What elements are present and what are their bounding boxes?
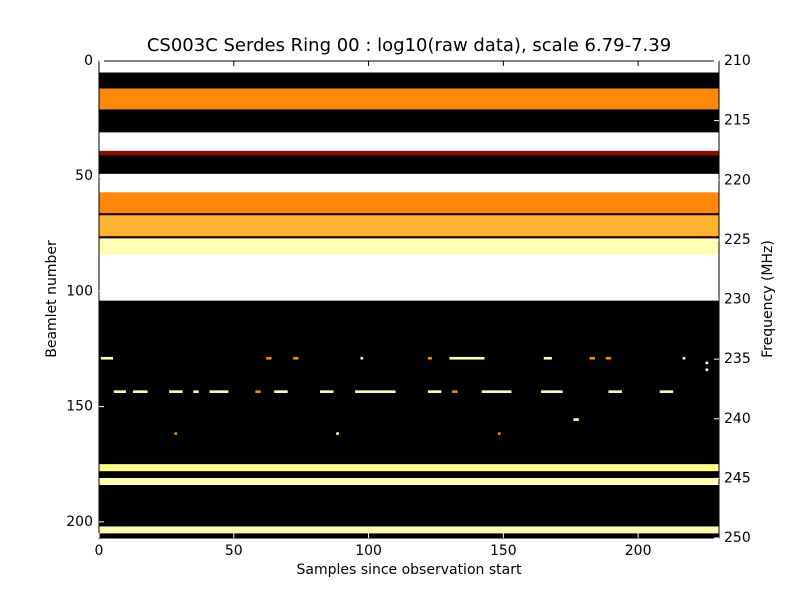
y2-tick-label: 235: [724, 351, 751, 367]
heat-band: [99, 192, 719, 214]
heat-band: [99, 213, 719, 216]
heat-spot: [452, 390, 458, 393]
y-tick-label: 200: [66, 514, 93, 530]
heat-band: [99, 526, 719, 534]
heat-band: [99, 485, 719, 527]
heat-spot: [705, 361, 709, 365]
heat-band: [99, 150, 719, 156]
y-tick-label: 150: [66, 399, 93, 415]
heat-spot: [497, 432, 501, 435]
x-axis-label: Samples since observation start: [297, 562, 522, 578]
y2-axis-label: Frequency (MHz): [760, 240, 776, 358]
heat-spot: [266, 356, 272, 360]
x-tick-label: 50: [225, 543, 243, 559]
heat-spot: [132, 390, 148, 393]
heat-spot: [427, 390, 442, 393]
heat-spot: [274, 390, 288, 393]
heat-spot: [209, 390, 229, 393]
heat-band: [99, 61, 719, 73]
heat-band: [99, 471, 719, 479]
x-tick-label: 200: [625, 543, 652, 559]
chart-title: CS003C Serdes Ring 00 : log10(raw data),…: [147, 35, 671, 56]
heat-band: [99, 109, 719, 133]
heat-band: [99, 254, 719, 301]
heat-spot: [293, 356, 299, 360]
heat-band: [99, 88, 719, 110]
heat-spot: [543, 356, 552, 360]
heat-spot: [449, 356, 485, 360]
x-tick-label: 100: [355, 543, 382, 559]
x-tick-label: 0: [95, 543, 104, 559]
heat-spot: [360, 356, 364, 360]
heat-spot: [659, 390, 674, 393]
y-tick-label: 100: [66, 283, 93, 299]
y-tick-label: 50: [75, 168, 93, 184]
heat-spot: [605, 356, 612, 360]
heat-band: [99, 238, 719, 255]
heat-spot: [705, 368, 709, 372]
heat-spot: [113, 390, 126, 393]
y2-tick-label: 250: [724, 530, 751, 546]
y2-tick-label: 240: [724, 411, 751, 427]
heat-spot: [573, 418, 579, 421]
heat-band: [99, 464, 719, 472]
y2-tick-label: 225: [724, 232, 751, 248]
heat-spot: [427, 356, 432, 360]
y2-tick-label: 215: [724, 113, 751, 129]
heat-spot: [608, 390, 622, 393]
x-tick-label: 150: [490, 543, 517, 559]
heat-band: [99, 478, 719, 485]
y-tick-label: 0: [84, 53, 93, 69]
heat-spot: [255, 390, 261, 393]
y2-tick-label: 230: [724, 292, 751, 308]
heat-spot: [541, 390, 563, 393]
heat-band: [99, 155, 719, 174]
heat-spot: [336, 432, 339, 435]
y2-tick-label: 245: [724, 470, 751, 486]
y2-tick-label: 220: [724, 172, 751, 188]
heat-band: [99, 300, 719, 465]
heat-band: [99, 72, 719, 89]
y2-tick-label: 210: [724, 53, 751, 69]
heat-spot: [174, 432, 178, 435]
heat-band: [99, 236, 719, 239]
y-axis-label: Beamlet number: [44, 240, 60, 358]
plot-area: [99, 61, 719, 538]
heat-band: [99, 215, 719, 237]
heat-spot: [169, 390, 183, 393]
heat-spot: [193, 390, 199, 393]
heat-band: [99, 173, 719, 193]
heat-band: [99, 533, 719, 538]
heat-band: [99, 132, 719, 151]
heat-spot: [355, 390, 396, 393]
heat-spot: [589, 356, 595, 360]
heat-spot: [100, 356, 114, 360]
heat-spot: [320, 390, 334, 393]
heat-spot: [682, 356, 686, 360]
heat-spot: [481, 390, 512, 393]
